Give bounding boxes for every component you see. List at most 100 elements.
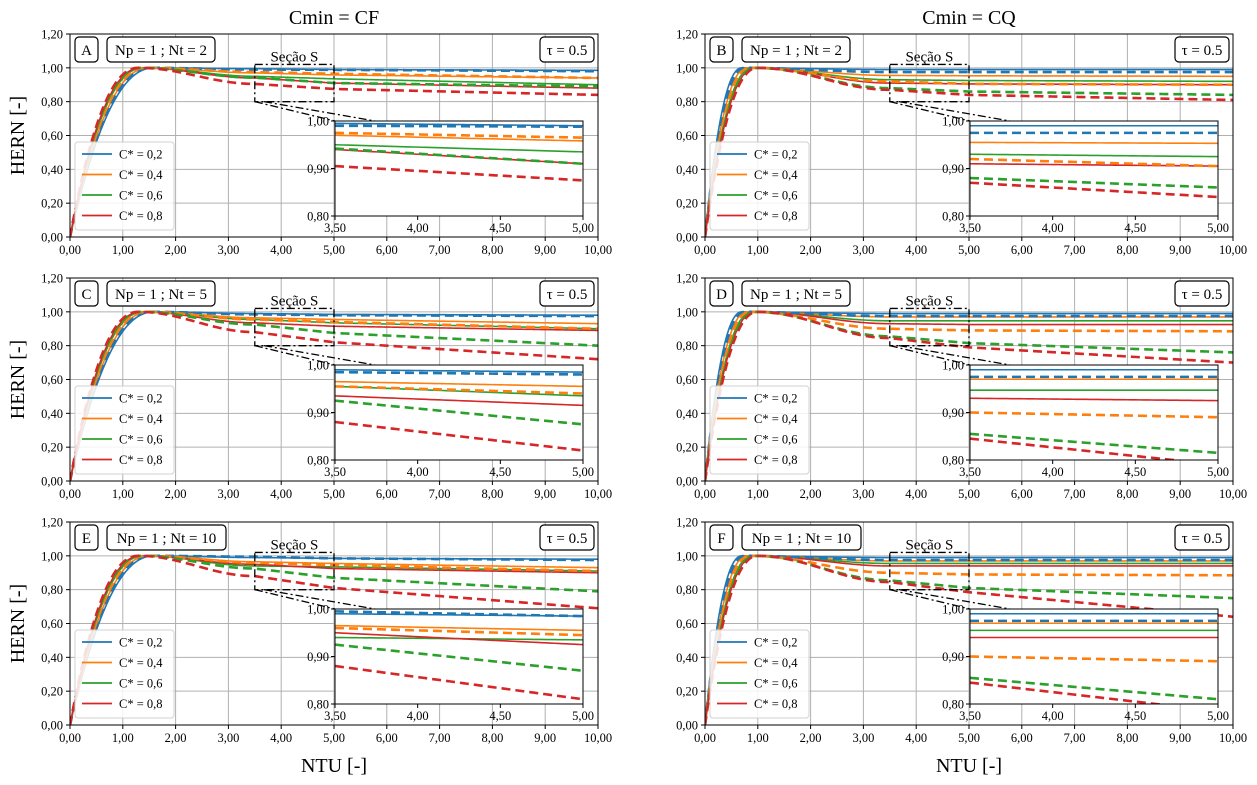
x-tick-label: 10,00 [1219, 487, 1247, 501]
legend-label: C* = 0,4 [119, 168, 163, 182]
section-s-rect [254, 551, 335, 591]
inset-series-group [970, 124, 1218, 199]
inset-series-line [970, 162, 1218, 167]
x-tick-label: 0,00 [59, 487, 81, 501]
y-tick-label: 0,00 [41, 475, 63, 489]
panel-letter: D [716, 287, 727, 303]
inset-y-tick-label: 0,80 [942, 698, 964, 712]
inset-x-tick-label: 4,50 [1124, 221, 1146, 235]
x-tick-label: 4,00 [905, 487, 927, 501]
x-tick-label: 2,00 [165, 731, 187, 745]
params-label: Np = 1 ; Nt = 5 [115, 287, 207, 303]
inset-series-line [335, 624, 583, 632]
x-tick-label: 0,00 [59, 731, 81, 745]
legend: C* = 0,2 C* = 0,4 C* = 0,6 C* = 0,8 [74, 629, 175, 719]
series-line-02-dashed [705, 66, 1233, 237]
legend-label: C* = 0,4 [754, 656, 798, 670]
inset-D: 3,50 4,00 4,50 5,00 0,80 0,90 1,00 [942, 359, 1229, 480]
series-line-08-dashed [705, 310, 1233, 481]
x-tick-label: 7,00 [429, 243, 451, 257]
inset-x-tick-label: 5,00 [572, 221, 594, 235]
y-tick-label: 0,40 [676, 651, 698, 665]
x-tick-label: 4,00 [905, 243, 927, 257]
params-label: Np = 1 ; Nt = 5 [750, 287, 842, 303]
zoom-connector [254, 345, 336, 366]
inset-y-tick-label: 0,80 [307, 698, 329, 712]
x-tick-label: 1,00 [747, 487, 769, 501]
inset-x-tick-label: 3,50 [959, 465, 981, 479]
inset-series-line [335, 122, 583, 127]
x-tick-label: 9,00 [1169, 487, 1191, 501]
y-axis-label: HERN [-] [7, 340, 29, 419]
legend-label: C* = 0,2 [119, 392, 163, 406]
section-s-rect [889, 551, 970, 591]
y-axis-label: HERN [-] [7, 584, 29, 663]
inset-series-line [335, 143, 583, 153]
series-line-08-dashed [705, 66, 1233, 237]
x-tick-label: 10,00 [584, 487, 612, 501]
tau-label: τ = 0.5 [1182, 43, 1223, 59]
section-s-label: Seção S [270, 49, 318, 65]
legend-label: C* = 0,6 [754, 677, 798, 691]
legend-label: C* = 0,2 [119, 148, 163, 162]
x-tick-label: 5,00 [323, 731, 345, 745]
section-s-rect [254, 63, 335, 103]
legend-label: C* = 0,6 [754, 433, 798, 447]
x-tick-label: 2,00 [165, 243, 187, 257]
x-tick-label: 2,00 [800, 731, 822, 745]
params-box [106, 524, 227, 551]
inset-y-tick-label: 1,00 [307, 359, 329, 373]
panel-D: 0,00 1,00 2,00 3,00 4,00 5,00 6,00 7,00 8,00 9,00… [676, 272, 1247, 502]
y-tick-label: 0,80 [41, 339, 63, 353]
x-tick-label: 10,00 [1219, 243, 1247, 257]
inset-y-tick-label: 0,90 [307, 406, 329, 420]
x-tick-label: 0,00 [694, 243, 716, 257]
inset-B: 3,50 4,00 4,50 5,00 0,80 0,90 1,00 [942, 115, 1229, 236]
inset-y-tick-label: 0,90 [942, 650, 964, 664]
inset-x-tick-label: 4,50 [1124, 709, 1146, 723]
y-tick-label: 0,40 [676, 163, 698, 177]
legend-label: C* = 0,2 [754, 148, 798, 162]
inset-F: 3,50 4,00 4,50 5,00 0,80 0,90 1,00 [942, 603, 1229, 724]
x-tick-label: 2,00 [800, 487, 822, 501]
y-tick-label: 1,00 [41, 549, 63, 563]
section-s-label: Seção S [270, 293, 318, 309]
zoom-connector [263, 589, 376, 610]
legend-label: C* = 0,6 [119, 677, 163, 691]
x-tick-label: 7,00 [429, 487, 451, 501]
x-tick-label: 2,00 [800, 243, 822, 257]
tau-label: τ = 0.5 [547, 531, 588, 547]
y-tick-label: 1,20 [676, 28, 698, 42]
legend: C* = 0,2 C* = 0,4 C* = 0,6 C* = 0,8 [74, 385, 175, 475]
y-tick-label: 0,00 [676, 719, 698, 733]
inset-x-tick-label: 5,00 [572, 465, 594, 479]
x-tick-label: 8,00 [1116, 487, 1138, 501]
legend-label: C* = 0,8 [754, 453, 798, 467]
legend: C* = 0,2 C* = 0,4 C* = 0,6 C* = 0,8 [74, 141, 175, 231]
x-tick-label: 4,00 [905, 731, 927, 745]
inset-x-tick-label: 3,50 [324, 709, 346, 723]
series-line-04-dashed [70, 66, 598, 237]
x-tick-label: 8,00 [481, 243, 503, 257]
legend-label: C* = 0,6 [119, 433, 163, 447]
inset-x-tick-label: 5,00 [1207, 221, 1229, 235]
inset-y-tick-label: 1,00 [307, 115, 329, 129]
x-tick-label: 6,00 [1011, 731, 1033, 745]
series-line-06-dashed [705, 66, 1233, 237]
section-s-label: Seção S [270, 537, 318, 553]
tau-box [1174, 36, 1230, 63]
y-tick-label: 0,00 [41, 231, 63, 245]
inset-series-line [335, 380, 583, 388]
x-tick-label: 1,00 [112, 731, 134, 745]
x-tick-label: 1,00 [112, 487, 134, 501]
x-tick-label: 6,00 [376, 731, 398, 745]
inset-x-tick-label: 4,00 [407, 221, 429, 235]
inset-series-line [970, 397, 1218, 402]
y-tick-label: 1,20 [676, 272, 698, 286]
x-tick-label: 8,00 [481, 731, 503, 745]
x-tick-label: 8,00 [1116, 243, 1138, 257]
panel-letter-box [74, 36, 99, 63]
y-tick-label: 0,40 [41, 651, 63, 665]
panel-letter: C [81, 287, 91, 303]
inset-series-line [970, 153, 1218, 158]
